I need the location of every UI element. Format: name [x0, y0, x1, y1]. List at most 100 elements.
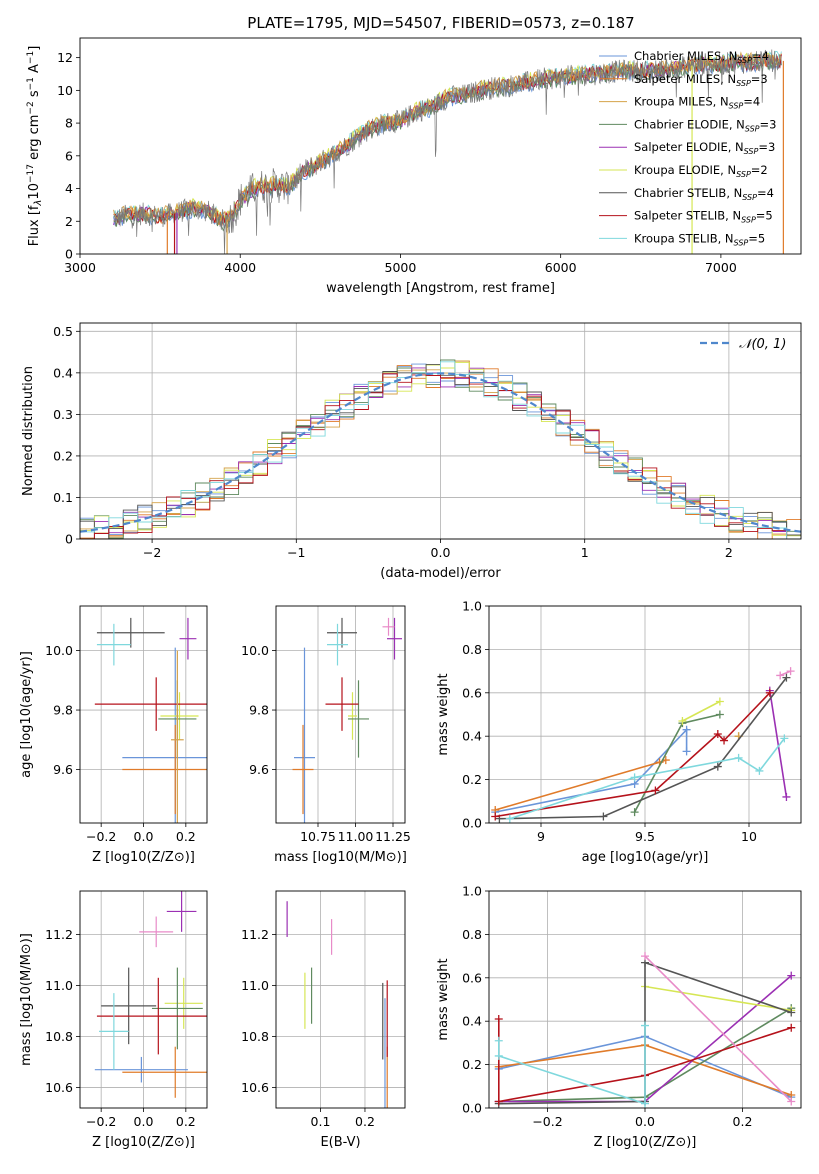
plot-area	[286, 901, 388, 1108]
axes-frame	[275, 605, 406, 824]
plot-area	[292, 617, 402, 823]
y-axis-label: mass weight	[436, 673, 451, 755]
data-point	[678, 717, 687, 726]
data-point	[786, 667, 795, 676]
data-point	[651, 786, 660, 795]
y-tick-label: 0.4	[462, 729, 482, 744]
data-point	[491, 812, 500, 821]
x-tick-label: 0.2	[176, 829, 196, 844]
data-point	[641, 1021, 649, 1030]
y-tick-label: 0.5	[53, 324, 73, 339]
x-tick-label: 10.75	[300, 829, 336, 844]
legend-entry: Chabrier MILES, NSSP=4	[634, 49, 769, 65]
gaussian-curve	[80, 372, 801, 533]
y-tick-label: 9.6	[53, 762, 73, 777]
y-tick-label: 0.6	[462, 970, 482, 985]
data-point	[734, 753, 743, 762]
data-point	[755, 766, 764, 775]
model-spectrum-line	[113, 51, 782, 225]
axes-frame	[79, 890, 208, 1109]
y-tick-label: 12	[57, 50, 73, 65]
plot-area	[80, 359, 801, 539]
series-line	[495, 727, 688, 813]
legend-model-name: Chabrier ELODIE, N	[634, 117, 745, 131]
plot-area	[491, 667, 795, 823]
legend-nssp: =3	[758, 140, 775, 154]
y-tick-label: 10.0	[241, 643, 269, 658]
y-tick-label: 0.0	[462, 1101, 482, 1116]
x-tick-label: 3000	[64, 260, 96, 275]
series-line	[644, 955, 792, 1103]
legend-subscript: SSP	[736, 170, 751, 179]
data-point	[505, 814, 514, 823]
legend-subscript: SSP	[742, 193, 757, 202]
y-tick-label: 11.2	[241, 927, 269, 942]
legend-subscript: SSP	[744, 147, 759, 156]
x-tick-label: 0.0	[431, 545, 451, 560]
data-point	[641, 952, 649, 961]
legend-model-name: Chabrier MILES, N	[634, 49, 737, 63]
data-point	[780, 734, 789, 743]
plot-area	[113, 49, 784, 254]
data-point	[494, 1097, 503, 1106]
legend-nssp: =4	[743, 95, 760, 109]
y-tick-label: 0.4	[53, 365, 73, 380]
data-point	[641, 1099, 649, 1108]
mass-vs-z-panel: −0.2 0.0 0.2 10.6 10.8 11.0 11.2 Z [log10(Z/Z⊙)…	[19, 890, 208, 1150]
y-tick-label: 10.8	[45, 1029, 73, 1044]
y-tick-label: 8	[65, 116, 73, 131]
histogram-step-line	[80, 373, 801, 539]
y-tick-label: 0.8	[462, 642, 482, 657]
x-axis-label: E(B-V)	[320, 1135, 360, 1150]
y-tick-label: 9.8	[249, 703, 269, 718]
x-axis-label: age [log10(age/yr)]	[582, 850, 709, 865]
y-tick-label: 0	[65, 247, 73, 262]
y-tick-label: 0.8	[462, 927, 482, 942]
legend-subscript: SSP	[737, 56, 752, 65]
y-tick-label: 10.6	[241, 1080, 269, 1095]
axes-frame	[488, 605, 802, 824]
y-tick-label: 0.4	[462, 1014, 482, 1029]
data-point	[494, 1036, 503, 1045]
y-tick-label: 0.2	[53, 448, 73, 463]
data-point	[630, 808, 639, 817]
massweight-vs-age-panel: 9 9.5 10 0.0 0.2 0.4 0.6 0.8 1.0 age [log10(age/y…	[436, 599, 802, 865]
series-line	[498, 1019, 792, 1103]
data-point	[715, 710, 724, 719]
spectrum-panel: 3000 4000 5000 6000 7000 0 2 4 6 8 10 12 wavelength …	[26, 37, 802, 296]
legend-nssp: =5	[756, 209, 773, 223]
legend-model-name: Salpeter STELIB, N	[634, 209, 741, 223]
series-line	[644, 985, 792, 1012]
data-point	[630, 773, 639, 782]
y-tick-label: 9.8	[53, 703, 73, 718]
data-spectrum-line	[113, 49, 782, 254]
plot-area	[94, 891, 207, 1098]
data-point	[494, 1015, 503, 1024]
legend-model-name: Kroupa STELIB, N	[634, 231, 734, 245]
data-point	[713, 730, 722, 739]
data-point	[787, 1008, 796, 1017]
legend-nssp: =4	[757, 186, 774, 200]
x-tick-label: 0.1	[311, 1114, 331, 1129]
axes-frame	[79, 322, 802, 540]
y-tick-label: 10	[57, 83, 73, 98]
y-tick-label: 9.6	[249, 762, 269, 777]
data-point	[494, 1051, 503, 1060]
massweight-vs-z-panel: −0.2 0.0 0.2 0.0 0.2 0.4 0.6 0.8 1.0 Z [log10(Z/Z…	[436, 884, 802, 1150]
mass-vs-ebv-panel: 0.1 0.2 10.6 10.8 11.0 11.2 E(B-V)	[241, 890, 406, 1150]
y-tick-label: 11.0	[241, 978, 269, 993]
legend-subscript: SSP	[745, 124, 760, 133]
legend-entry: Chabrier ELODIE, NSSP=3	[634, 117, 776, 133]
age-vs-mass-panel: 10.75 11.00 11.25 9.6 9.8 10.0 mass [log10(M/M…	[241, 605, 411, 865]
y-axis-label: mass weight	[436, 958, 451, 1040]
y-axis-label: age [log10(age/yr)]	[19, 651, 34, 778]
axes-frame	[488, 890, 802, 1109]
data-point	[599, 812, 608, 821]
legend-subscript: SSP	[734, 238, 749, 247]
legend-subscript: SSP	[736, 79, 751, 88]
x-axis-label: Z [log10(Z/Z⊙)]	[594, 1135, 697, 1150]
legend-entry: Kroupa ELODIE, NSSP=2	[634, 163, 768, 179]
y-tick-label: 1.0	[462, 599, 482, 614]
x-tick-label: 0.2	[733, 1114, 753, 1129]
